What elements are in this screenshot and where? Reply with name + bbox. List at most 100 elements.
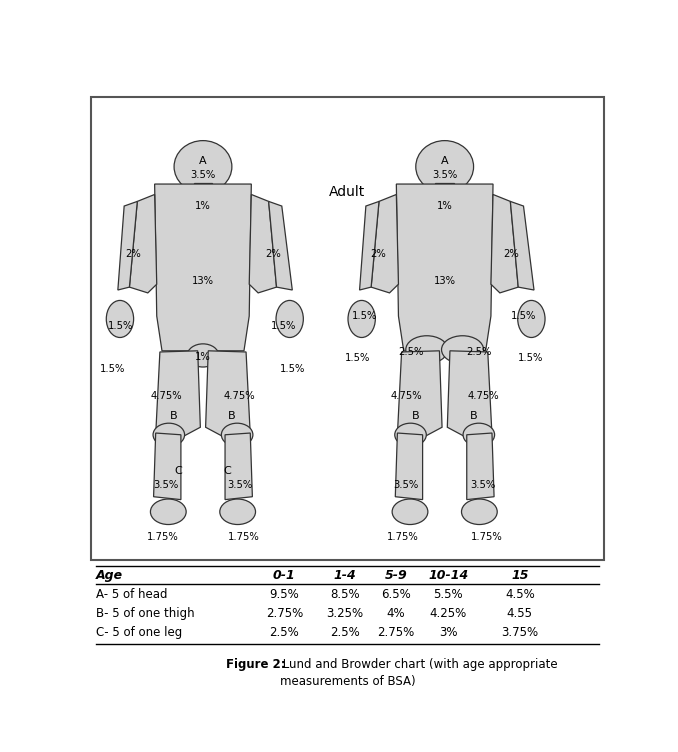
Text: 2%: 2% xyxy=(125,248,141,259)
Ellipse shape xyxy=(518,301,545,338)
Text: 1.5%: 1.5% xyxy=(100,364,125,374)
Polygon shape xyxy=(155,184,252,350)
Text: 4.55: 4.55 xyxy=(507,607,533,620)
Text: 1%: 1% xyxy=(195,352,211,362)
Text: 3.5%: 3.5% xyxy=(471,480,496,490)
Text: 9.5%: 9.5% xyxy=(270,587,299,601)
Ellipse shape xyxy=(106,301,134,338)
Text: 2.75%: 2.75% xyxy=(266,607,303,620)
Text: 2.5%: 2.5% xyxy=(330,626,360,639)
Text: 4.75%: 4.75% xyxy=(224,391,256,401)
Polygon shape xyxy=(225,433,252,499)
Text: 3.5%: 3.5% xyxy=(191,171,216,180)
Polygon shape xyxy=(118,202,137,290)
Text: 2%: 2% xyxy=(370,248,386,259)
Text: 5.5%: 5.5% xyxy=(433,587,463,601)
Text: B: B xyxy=(470,411,477,420)
Text: 2.5%: 2.5% xyxy=(270,626,299,639)
Text: 8.5%: 8.5% xyxy=(330,587,359,601)
Bar xyxy=(193,183,212,202)
Text: 2.5%: 2.5% xyxy=(398,347,423,357)
Text: 1.5%: 1.5% xyxy=(271,322,296,332)
Ellipse shape xyxy=(392,499,428,525)
Text: measurements of BSA): measurements of BSA) xyxy=(279,675,416,688)
Polygon shape xyxy=(359,202,379,290)
Text: 2%: 2% xyxy=(265,248,281,259)
Bar xyxy=(435,183,454,202)
Text: 3.5%: 3.5% xyxy=(432,171,457,180)
Text: 1.5%: 1.5% xyxy=(511,311,536,321)
Text: Age: Age xyxy=(96,569,123,582)
Text: B- 5 of one thigh: B- 5 of one thigh xyxy=(96,607,195,620)
Text: 13%: 13% xyxy=(192,276,214,287)
Ellipse shape xyxy=(276,301,303,338)
Text: 4.75%: 4.75% xyxy=(391,391,422,401)
Text: C- 5 of one leg: C- 5 of one leg xyxy=(96,626,182,639)
Text: 3.25%: 3.25% xyxy=(326,607,363,620)
Polygon shape xyxy=(371,195,399,293)
Ellipse shape xyxy=(222,423,253,447)
Text: 2.5%: 2.5% xyxy=(466,347,492,357)
Text: 13%: 13% xyxy=(434,276,456,287)
Text: 2%: 2% xyxy=(504,248,519,259)
Text: 4.75%: 4.75% xyxy=(467,391,499,401)
Text: 4.5%: 4.5% xyxy=(505,587,535,601)
Polygon shape xyxy=(129,195,157,293)
Polygon shape xyxy=(395,433,422,499)
Polygon shape xyxy=(397,184,493,350)
Text: 5-9: 5-9 xyxy=(384,569,407,582)
Text: B: B xyxy=(170,411,178,420)
Polygon shape xyxy=(154,433,181,499)
Text: Figure 2:: Figure 2: xyxy=(226,658,285,671)
Text: 3%: 3% xyxy=(439,626,458,639)
Text: A: A xyxy=(199,156,207,166)
Polygon shape xyxy=(447,350,492,438)
Text: 15: 15 xyxy=(511,569,529,582)
Text: 1.75%: 1.75% xyxy=(471,532,502,542)
Ellipse shape xyxy=(395,423,426,447)
Text: 4.25%: 4.25% xyxy=(430,607,467,620)
Ellipse shape xyxy=(462,499,497,525)
Text: 1%: 1% xyxy=(437,201,452,211)
Text: B: B xyxy=(412,411,420,420)
Text: A- 5 of head: A- 5 of head xyxy=(96,587,168,601)
Text: 1.5%: 1.5% xyxy=(345,353,371,362)
Polygon shape xyxy=(250,195,277,293)
Text: 1.75%: 1.75% xyxy=(386,532,418,542)
Ellipse shape xyxy=(441,335,483,363)
Polygon shape xyxy=(397,350,442,438)
Polygon shape xyxy=(511,202,534,290)
Ellipse shape xyxy=(416,141,473,193)
Text: 3.5%: 3.5% xyxy=(394,480,419,490)
Ellipse shape xyxy=(463,423,495,447)
Text: 0-1: 0-1 xyxy=(273,569,296,582)
Text: 2.75%: 2.75% xyxy=(377,626,414,639)
Text: 10-14: 10-14 xyxy=(428,569,468,582)
Text: 1%: 1% xyxy=(195,201,211,211)
Bar xyxy=(91,97,604,560)
Text: B: B xyxy=(228,411,236,420)
Text: C: C xyxy=(174,466,182,476)
Text: A: A xyxy=(441,156,448,166)
Text: 3.75%: 3.75% xyxy=(501,626,538,639)
Text: 1.75%: 1.75% xyxy=(228,532,259,542)
Text: 1.5%: 1.5% xyxy=(517,353,543,362)
Text: 3.5%: 3.5% xyxy=(154,480,179,490)
Text: Lund and Browder chart (with age appropriate: Lund and Browder chart (with age appropr… xyxy=(279,658,558,671)
Text: 1.5%: 1.5% xyxy=(279,364,305,374)
Text: 1.5%: 1.5% xyxy=(108,322,133,332)
Text: 6.5%: 6.5% xyxy=(381,587,411,601)
Ellipse shape xyxy=(348,301,376,338)
Text: Adult: Adult xyxy=(330,184,365,199)
Text: 1.5%: 1.5% xyxy=(352,311,377,321)
Text: 4%: 4% xyxy=(386,607,405,620)
Polygon shape xyxy=(205,350,250,438)
Ellipse shape xyxy=(220,499,256,525)
Polygon shape xyxy=(268,202,292,290)
Polygon shape xyxy=(466,433,494,499)
Ellipse shape xyxy=(174,141,232,193)
Ellipse shape xyxy=(406,335,448,363)
Ellipse shape xyxy=(151,499,186,525)
Ellipse shape xyxy=(187,344,219,367)
Ellipse shape xyxy=(153,423,184,447)
